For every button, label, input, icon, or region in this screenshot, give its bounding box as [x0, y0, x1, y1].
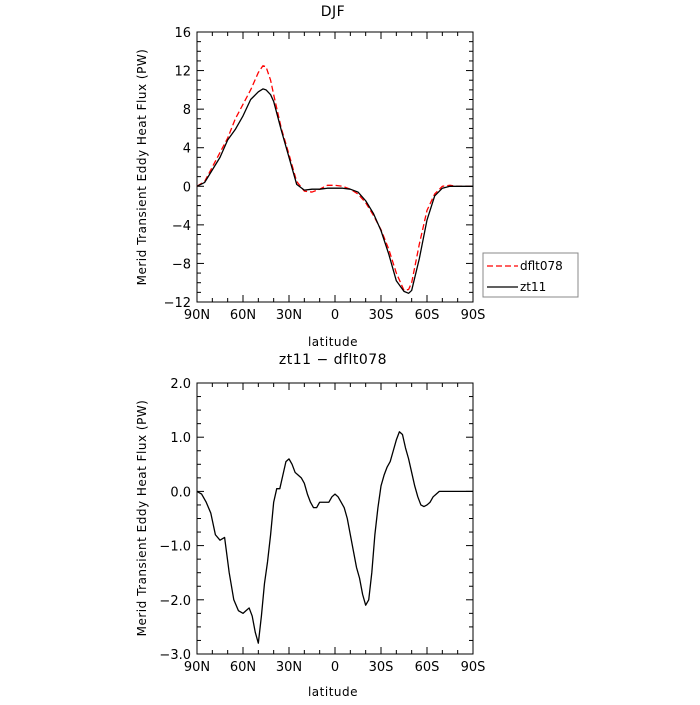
- x-tick-label-0: 0: [331, 660, 339, 675]
- x-tick-label-60n: 60N: [230, 308, 256, 323]
- legend: dflt078 zt11: [482, 252, 579, 298]
- y-tick-label--3-0: −3.0: [159, 648, 191, 663]
- x-tick-label-60s: 60S: [415, 308, 440, 323]
- y-axis-label-top: Merid Transient Eddy Heat Flux (PW): [135, 49, 149, 286]
- x-tick-label-30n: 30N: [276, 308, 302, 323]
- y-tick-label-2-0: 2.0: [170, 377, 191, 392]
- legend-label-dflt078: dflt078: [520, 259, 563, 273]
- plot-frame-bottom: [196, 382, 474, 655]
- y-tick-label-0-0: 0.0: [170, 485, 191, 500]
- y-tick-label--12: −12: [164, 296, 191, 311]
- x-tick-label-90n: 90N: [184, 308, 210, 323]
- x-axis-label-bottom: latitude: [308, 685, 358, 699]
- y-tick-label-0: 0: [183, 180, 191, 195]
- series-line-difference-0: [196, 431, 473, 644]
- panel-djf: DJF 90N 60N 30N 0 30S 60S 90S 16 12 8 4 0 −4 −8 −12 la…: [135, 4, 485, 349]
- y-tick-label-12: 12: [174, 65, 191, 80]
- axis-ticks-bottom: 90N 60N 30N 0 30S 60S 90S 2.0 1.0 0.0 −1.0 −2.0 −3.0: [159, 377, 485, 675]
- legend-box: [482, 252, 579, 298]
- series-line-dflt078: [196, 65, 473, 292]
- y-tick-label-16: 16: [174, 26, 191, 41]
- x-tick-label-0: 0: [331, 308, 339, 323]
- x-tick-label-90n: 90N: [184, 660, 210, 675]
- series-line-zt11: [196, 88, 473, 294]
- x-axis-label-top: latitude: [308, 335, 358, 349]
- x-tick-label-90s: 90S: [461, 308, 486, 323]
- series-layer-bottom: [196, 431, 473, 644]
- series-layer-top: [196, 65, 473, 294]
- y-tick-label-1-0: 1.0: [170, 431, 191, 446]
- y-tick-label--2-0: −2.0: [159, 594, 191, 609]
- plot-frame-top: [196, 31, 474, 303]
- y-tick-label--1-0: −1.0: [159, 540, 191, 555]
- x-tick-label-30s: 30S: [369, 660, 394, 675]
- y-axis-label-bottom: Merid Transient Eddy Heat Flux (PW): [135, 400, 149, 637]
- legend-label-zt11: zt11: [520, 280, 546, 294]
- x-tick-label-30s: 30S: [369, 308, 394, 323]
- y-tick-label--8: −8: [172, 257, 191, 272]
- x-tick-label-60n: 60N: [230, 660, 256, 675]
- x-tick-label-90s: 90S: [461, 660, 486, 675]
- panel-title-djf: DJF: [321, 4, 345, 20]
- axis-ticks-top: 90N 60N 30N 0 30S 60S 90S 16 12 8 4 0 −4 −8 −12: [164, 26, 486, 323]
- x-tick-label-60s: 60S: [415, 660, 440, 675]
- panel-difference: zt11 − dflt078 90N 60N 30N 0 30S 60S 90S 2.0 1.0…: [135, 352, 485, 699]
- y-tick-label-4: 4: [183, 142, 191, 157]
- panel-title-difference: zt11 − dflt078: [279, 352, 387, 368]
- x-tick-label-30n: 30N: [276, 660, 302, 675]
- y-tick-label--4: −4: [172, 219, 191, 234]
- y-tick-label-8: 8: [183, 103, 191, 118]
